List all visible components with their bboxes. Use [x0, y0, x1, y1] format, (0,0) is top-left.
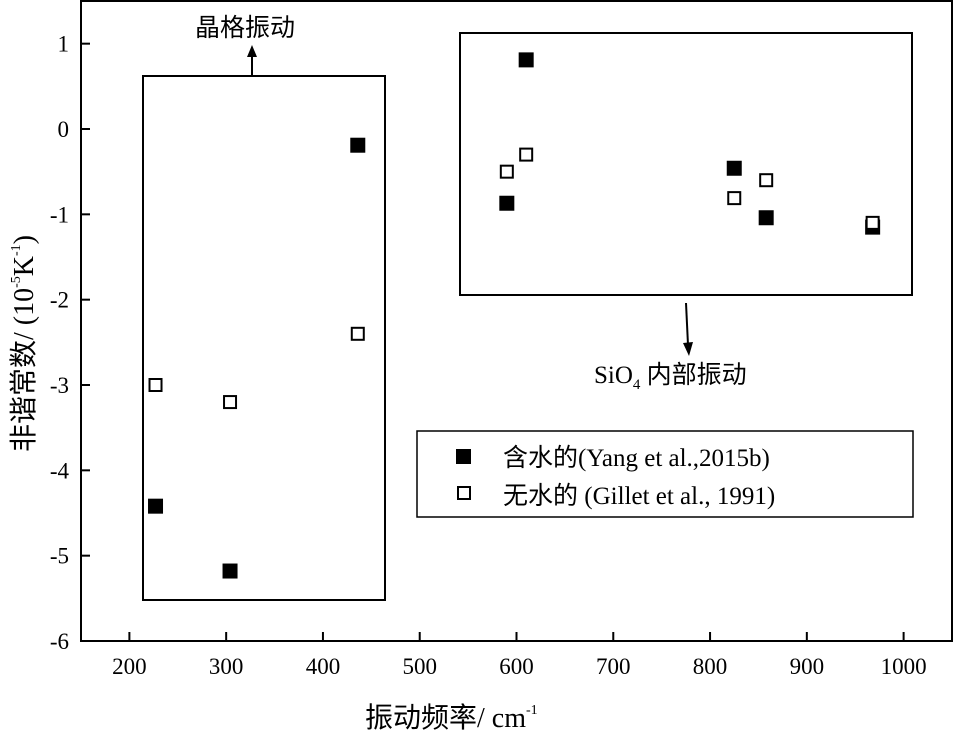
y-tick-label: -1	[50, 202, 69, 227]
internal-arrow	[685, 302, 689, 346]
lattice-arrowhead	[247, 45, 257, 57]
hydrous-point	[350, 137, 366, 153]
x-tick-label: 200	[112, 654, 147, 679]
y-tick-label: -4	[50, 458, 70, 483]
anhydrous-point	[519, 147, 534, 162]
internal-vibration-label: SiO4 内部振动	[594, 361, 747, 393]
legend-marker-hydrous	[456, 449, 471, 464]
lattice-vibration-label: 晶格振动	[195, 14, 295, 42]
anhydrous-point	[223, 395, 238, 410]
internal-arrowhead	[683, 342, 693, 356]
hydrous-point	[726, 160, 742, 176]
anhydrous-point	[865, 215, 880, 230]
internal-vibration-box	[459, 32, 913, 296]
hydrous-point	[222, 563, 238, 579]
y-axis-label: 非谐常数/ (10-5K-1)	[8, 235, 40, 452]
x-tick-label: 600	[499, 654, 534, 679]
hydrous-point	[758, 210, 774, 226]
x-tick-label: 1000	[881, 654, 927, 679]
axis-ticks: 200 300 400 500 600 700 800 900 1000 1 0 -1 -2 -3 -4 -5…	[50, 32, 927, 679]
anhydrous-point	[350, 326, 365, 341]
y-tick-label: 0	[58, 117, 70, 142]
legend-marker-anhydrous	[457, 486, 471, 500]
hydrous-point	[499, 195, 515, 211]
y-tick-label: -2	[50, 288, 69, 313]
y-tick-label: -5	[50, 544, 69, 569]
hydrous-point	[518, 52, 534, 68]
hydrous-point	[148, 498, 164, 514]
x-axis-label: 振动频率/ cm-1	[365, 702, 538, 732]
plot-frame	[80, 0, 953, 642]
legend-label-hydrous: 含水的(Yang et al.,2015b)	[503, 444, 770, 472]
x-tick-label: 700	[596, 654, 631, 679]
legend-box	[416, 430, 914, 518]
x-tick-label: 300	[209, 654, 244, 679]
x-tick-label: 500	[402, 654, 437, 679]
anhydrous-point	[727, 191, 742, 206]
legend-label-anhydrous: 无水的 (Gillet et al., 1991)	[503, 482, 775, 510]
x-tick-label: 900	[790, 654, 825, 679]
x-tick-label: 800	[693, 654, 728, 679]
y-tick-label: 1	[58, 32, 70, 57]
x-tick-label: 400	[306, 654, 341, 679]
y-tick-label: -3	[50, 373, 69, 398]
anhydrous-point	[759, 173, 774, 188]
anhydrous-point	[499, 164, 514, 179]
y-tick-label: -6	[50, 629, 69, 654]
lattice-vibration-box	[142, 75, 386, 601]
anhydrous-point	[148, 378, 163, 392]
data-points	[148, 52, 881, 579]
